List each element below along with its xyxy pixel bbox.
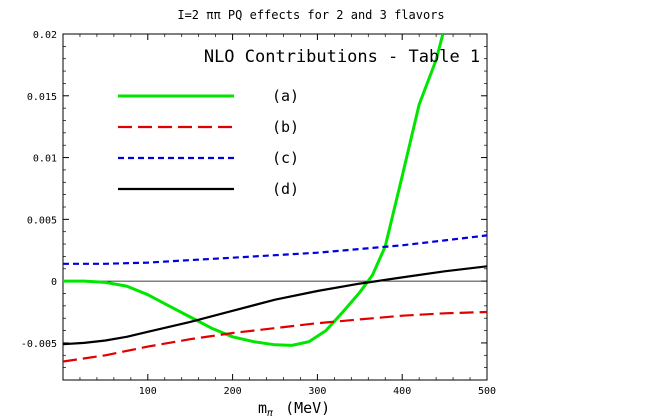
- x-axis-ticks: 100 200 300 400 500: [79, 34, 496, 397]
- plot-area: 100 200 300 400 500 -0.005 0 0.005 0.01 0.015 0.0…: [21, 30, 496, 397]
- plot-frame: [62, 33, 488, 381]
- legend-items: (a) (b) (c) (d): [118, 87, 299, 198]
- y-tick-label: 0: [51, 277, 57, 288]
- x-tick-label: 300: [308, 386, 326, 397]
- x-axis-label: mπ (MeV): [258, 399, 330, 419]
- x-axis-label-main: m: [258, 399, 267, 417]
- y-axis-ticks: -0.005 0 0.005 0.01 0.015 0.02: [21, 30, 487, 381]
- x-tick-label: 200: [224, 386, 242, 397]
- series-layer: [63, 34, 487, 363]
- legend-title: NLO Contributions - Table 1: [204, 47, 480, 67]
- series-line-a: [63, 34, 445, 347]
- x-axis-label-unit: (MeV): [285, 399, 330, 417]
- series-line-c: [63, 234, 487, 265]
- x-axis-label-subscript: π: [267, 408, 273, 419]
- legend-label: (d): [272, 180, 299, 198]
- legend-label: (a): [272, 87, 299, 105]
- y-tick-label: 0.02: [33, 30, 57, 41]
- y-tick-label: -0.005: [21, 339, 57, 350]
- x-tick-label: 400: [393, 386, 411, 397]
- series-line-d: [63, 265, 487, 346]
- series-line-b: [63, 310, 487, 363]
- x-tick-label: 500: [478, 386, 496, 397]
- y-tick-label: 0.015: [27, 92, 57, 103]
- x-tick-label: 100: [139, 386, 157, 397]
- legend-label: (b): [272, 118, 299, 136]
- y-tick-label: 0.005: [27, 215, 57, 226]
- legend: NLO Contributions - Table 1 (a) (b) (c) (d): [118, 47, 480, 198]
- chart-title: I=2 ππ PQ effects for 2 and 3 flavors: [177, 8, 444, 22]
- y-tick-label: 0.01: [33, 154, 57, 165]
- legend-label: (c): [272, 149, 299, 167]
